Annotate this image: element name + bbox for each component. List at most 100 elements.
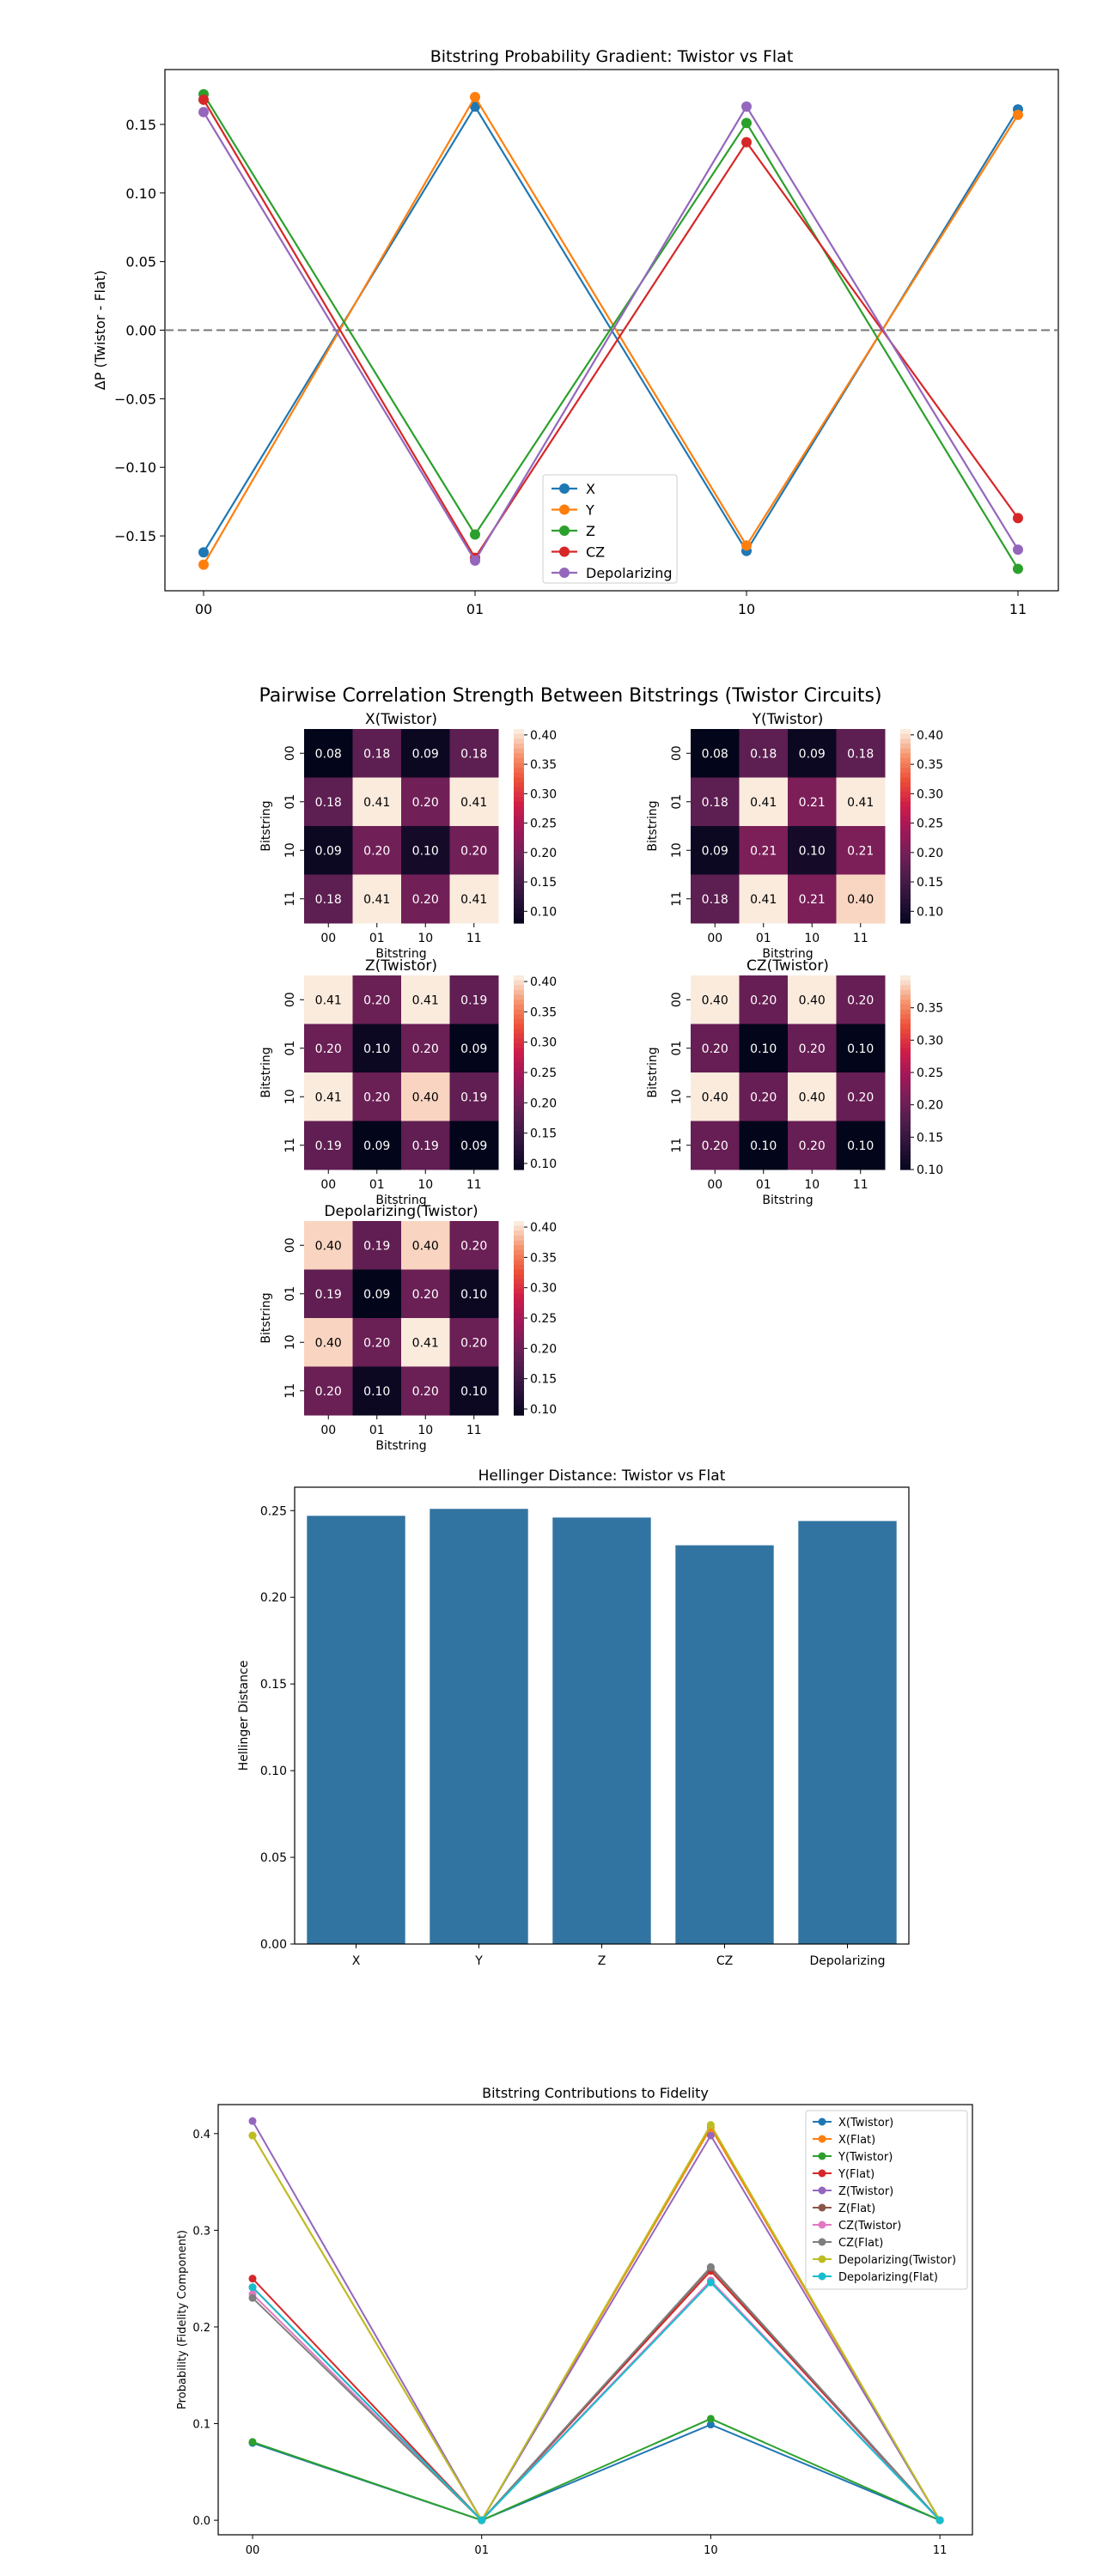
colorbar-strip — [900, 1048, 911, 1054]
heatmap-cell — [449, 826, 499, 875]
colorbar-strip — [514, 994, 524, 1000]
data-point — [706, 2278, 715, 2287]
colorbar-strip — [514, 845, 524, 851]
heatmap-cell — [304, 1318, 353, 1367]
x-axis-label: Bitstring — [762, 947, 813, 961]
heatmap-cell-label: 0.40 — [412, 1239, 439, 1253]
heatmap-cell — [449, 1318, 499, 1367]
colorbar-strip — [514, 840, 524, 847]
y-tick-label: 00 — [283, 745, 297, 761]
legend-marker — [559, 568, 570, 578]
heatmap-cell-label: 0.18 — [363, 747, 390, 761]
heatmap-cell-label: 0.41 — [363, 893, 390, 907]
colorbar-strip — [514, 1130, 524, 1137]
heatmap-cell-label: 0.20 — [412, 1288, 439, 1302]
colorbar-strip — [900, 1115, 911, 1122]
colorbar-strip — [900, 1091, 911, 1097]
colorbar-strip — [514, 772, 524, 779]
colorbar-strip — [900, 1062, 911, 1068]
colorbar-strip — [900, 975, 911, 981]
colorbar-strip — [900, 854, 911, 861]
colorbar-strip — [514, 1395, 524, 1401]
legend-marker — [559, 504, 570, 515]
bar-cz — [675, 1545, 774, 1944]
colorbar-strip — [514, 1308, 524, 1314]
y-tick-label: 0.0 — [192, 2515, 210, 2528]
heatmap-title: Z(Twistor) — [365, 957, 437, 975]
colorbar-strip — [514, 1342, 524, 1348]
colorbar-strip — [514, 874, 524, 880]
heatmap-cell-label: 0.10 — [847, 1139, 874, 1153]
y-tick-label: 01 — [670, 1041, 684, 1056]
data-point — [706, 2415, 715, 2423]
heatmap-cell-label: 0.20 — [460, 844, 487, 858]
colorbar-strip — [514, 1386, 524, 1392]
x-tick-label: 10 — [738, 601, 755, 617]
heatmap-cell — [739, 874, 789, 924]
plot-frame — [294, 1486, 910, 1945]
colorbar-tick-label: 0.10 — [530, 1157, 557, 1171]
x-axis-label: Bitstring — [375, 1194, 426, 1207]
heatmap-cell-label: 0.21 — [847, 844, 874, 858]
chart-title: Bitstring Probability Gradient: Twistor … — [430, 47, 794, 66]
colorbar-strip — [514, 1352, 524, 1358]
legend-marker — [818, 2255, 826, 2263]
colorbar-strip — [900, 845, 911, 851]
legend-marker — [818, 2152, 826, 2160]
data-point — [706, 2121, 715, 2129]
series-line — [252, 2423, 941, 2522]
heatmap-cell — [352, 1072, 402, 1121]
heatmap-cell — [449, 1024, 499, 1073]
x-tick-label: 01 — [474, 2544, 489, 2557]
data-point — [1013, 513, 1023, 524]
colorbar-strip — [900, 1053, 911, 1059]
colorbar-strip — [900, 768, 911, 774]
y-tick-label: 11 — [670, 891, 684, 907]
y-tick-label: 01 — [283, 794, 297, 810]
colorbar-tick-label: 0.25 — [530, 1066, 557, 1080]
y-tick-label: 0.10 — [260, 1765, 287, 1778]
legend-label: Z(Twistor) — [838, 2185, 893, 2198]
colorbar-strip — [900, 1101, 911, 1108]
heatmap-cell-label: 0.40 — [799, 993, 826, 1007]
colorbar-strip — [900, 792, 911, 798]
heatmap-cell — [352, 1318, 402, 1367]
legend-label: X(Flat) — [838, 2134, 875, 2147]
correlation-heatmaps: Pairwise Correlation Strength Between Bi… — [259, 685, 943, 1453]
heatmap-cell — [352, 1366, 402, 1416]
colorbar-strip — [514, 898, 524, 904]
colorbar-strip — [900, 999, 911, 1005]
y-tick-label: 10 — [670, 842, 684, 858]
x-tick-label: 11 — [853, 932, 868, 945]
legend-label: X — [586, 481, 595, 497]
colorbar-tick-label: 0.35 — [917, 758, 943, 772]
colorbar-strip — [514, 1245, 524, 1251]
colorbar-strip — [900, 782, 911, 788]
colorbar-strip — [900, 806, 911, 812]
heatmap-cell-label: 0.09 — [363, 1139, 390, 1153]
colorbar-strip — [514, 1313, 524, 1319]
heatmap-cell-label: 0.10 — [750, 1042, 777, 1056]
colorbar-strip — [900, 1106, 911, 1112]
heatmap-cell-label: 0.19 — [315, 1288, 342, 1302]
colorbar-strip — [514, 1014, 524, 1020]
heatmap-cell — [304, 1121, 353, 1170]
colorbar-strip — [514, 860, 524, 866]
heatmap-cell-label: 0.20 — [412, 796, 439, 810]
colorbar-strip — [900, 1159, 911, 1165]
colorbar-strip — [900, 1014, 911, 1020]
y-tick-label: 0.3 — [192, 2225, 210, 2238]
colorbar-strip — [900, 1145, 911, 1151]
y-tick-label: 0.15 — [260, 1678, 287, 1692]
colorbar-strip — [514, 1043, 524, 1049]
heatmap-cell — [788, 874, 837, 924]
hellinger-bar-chart: Hellinger Distance: Twistor vs Flat X Y Z CZ… — [237, 1467, 910, 1968]
colorbar-strip — [900, 772, 911, 779]
colorbar-strip — [514, 989, 524, 996]
colorbar-strip — [900, 830, 911, 836]
heatmap-cell-label: 0.19 — [460, 1091, 487, 1104]
colorbar-strip — [900, 1024, 911, 1030]
y-tick-label: 11 — [283, 1138, 297, 1153]
colorbar-strip — [514, 738, 524, 744]
colorbar-strip — [900, 1135, 911, 1141]
